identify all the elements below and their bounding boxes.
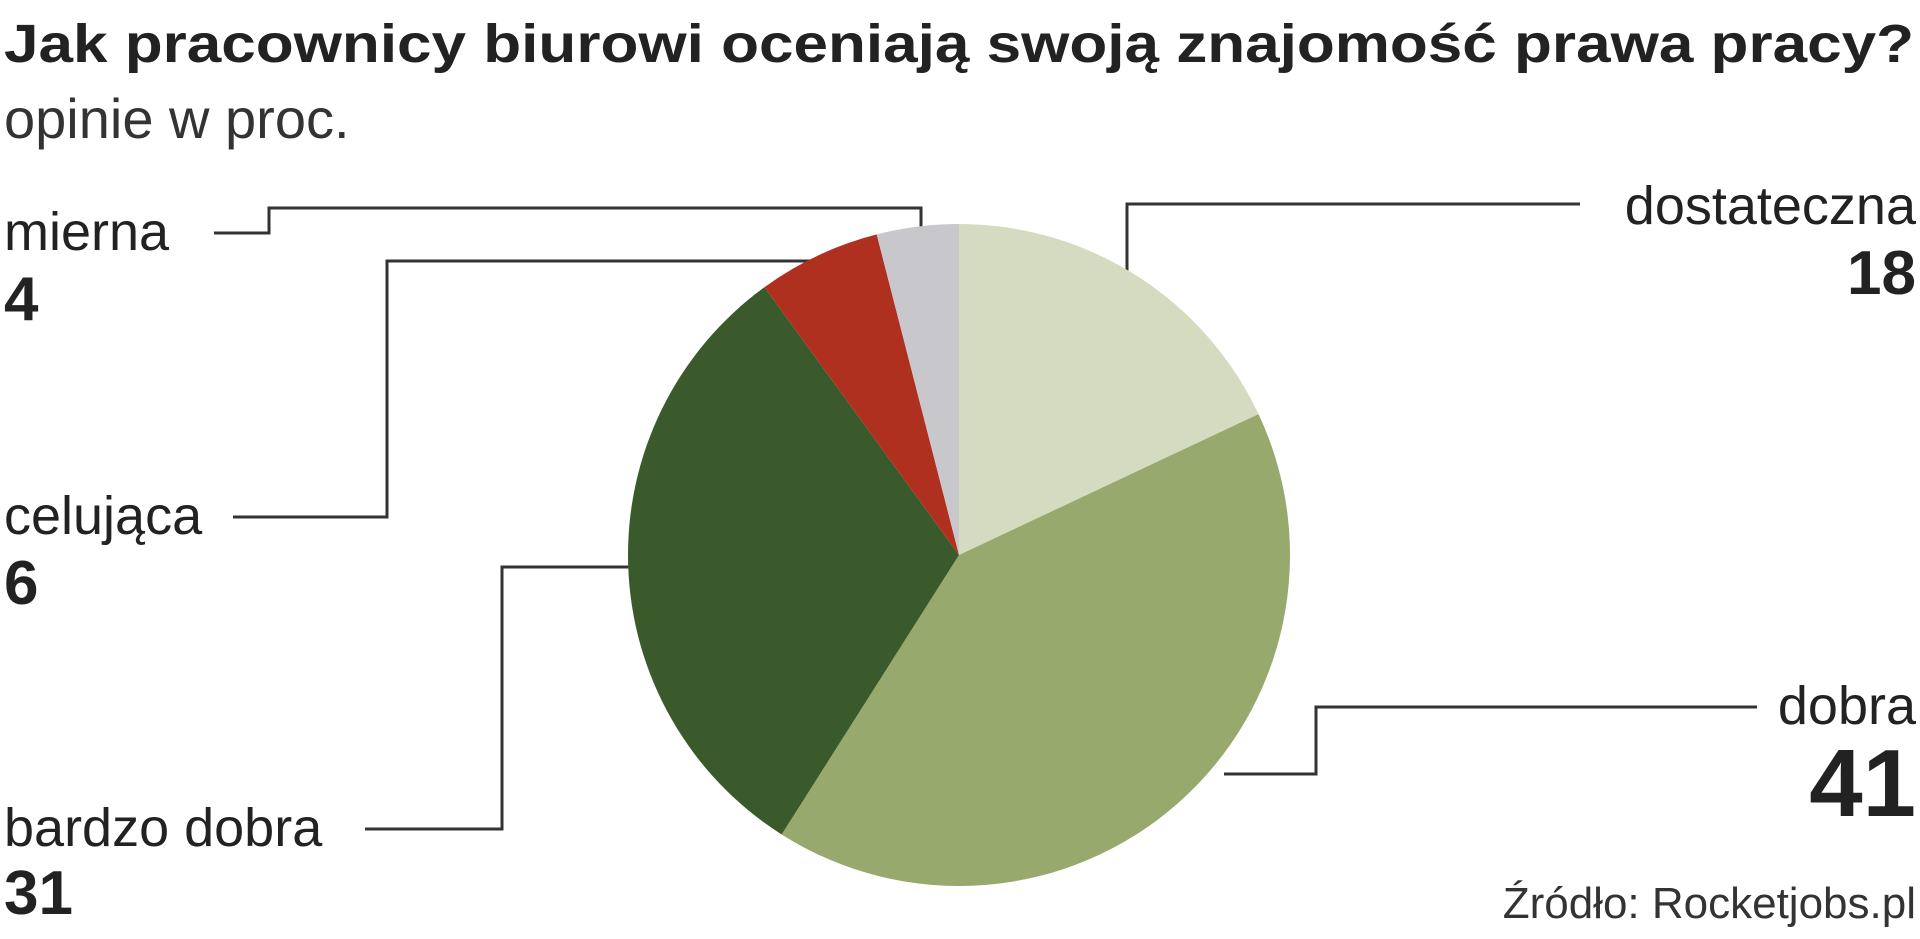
- leader-line: [1224, 705, 1757, 776]
- slice-label: celująca: [4, 486, 203, 546]
- leader-line: [1125, 202, 1580, 272]
- value-label: 41: [1809, 730, 1916, 837]
- source: Źródło: Rocketjobs.pl: [1503, 879, 1916, 928]
- pie-slice: [781, 414, 1290, 886]
- slice-label: mierna: [4, 202, 170, 262]
- pie-slice: [959, 224, 1259, 555]
- value-label: 31: [4, 859, 73, 928]
- pie-slice: [876, 224, 959, 555]
- pie-slice: [764, 234, 959, 555]
- value-label: 6: [4, 549, 38, 618]
- pie: [628, 224, 1290, 886]
- chart-title: Jak pracownicy biurowi oceniają swoją zn…: [4, 14, 1914, 74]
- slice-label: dobra: [1778, 676, 1917, 736]
- leader-line: [365, 565, 631, 831]
- leader-lines: [214, 202, 1757, 831]
- slice-label: dostateczna: [1625, 176, 1917, 236]
- pie-slice: [628, 287, 959, 835]
- value-label: 4: [4, 265, 39, 334]
- leader-line: [214, 206, 923, 235]
- slice-label: bardzo dobra: [4, 798, 323, 858]
- value-label: 18: [1847, 239, 1916, 308]
- chart-subtitle: opinie w proc.: [4, 87, 350, 150]
- leader-line: [233, 259, 882, 519]
